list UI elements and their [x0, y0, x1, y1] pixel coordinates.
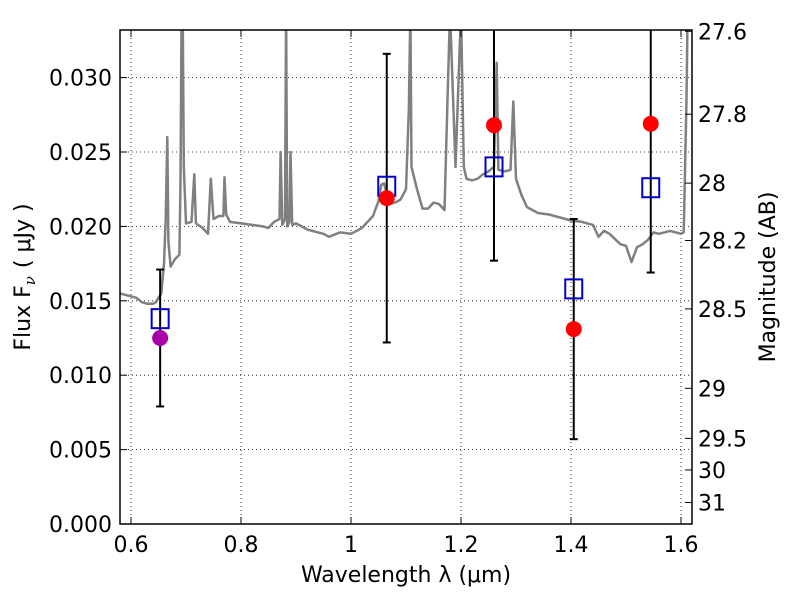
model-square-marker	[564, 278, 584, 300]
x-tick-label: 0.6	[114, 533, 149, 558]
x-tick-label: 1.2	[444, 533, 479, 558]
spectrum-line	[120, 30, 689, 306]
y-tick-label: 0.000	[49, 513, 112, 538]
y2-tick-label: 27.6	[698, 20, 747, 45]
plot-frame	[119, 29, 693, 525]
x-tick-label: 1.6	[664, 533, 699, 558]
model-square-marker	[484, 156, 504, 178]
y-axis-label: Flux Fν( μJy )	[11, 203, 39, 350]
model-square-marker	[641, 177, 661, 199]
y2-axis-label: Magnitude (AB)	[756, 192, 781, 363]
y-tick-label: 0.030	[49, 67, 112, 92]
y2-tick-label: 30	[698, 459, 726, 484]
x-axis-label: Wavelength λ (μm)	[301, 563, 511, 588]
model-square-marker	[150, 308, 170, 330]
y2-tick-label: 29	[698, 377, 726, 402]
grid	[120, 30, 692, 525]
y2-tick-label: 28.5	[698, 298, 747, 323]
observed-point-marker	[642, 115, 659, 132]
x-tick-label: 1.4	[554, 533, 589, 558]
y-tick-label: 0.025	[49, 141, 112, 166]
y-tick-label: 0.015	[49, 290, 112, 315]
observed-point-marker	[152, 330, 169, 347]
observed-point-marker	[486, 117, 502, 134]
y2-tick-label: 28.2	[698, 229, 747, 254]
y-tick-label: 0.020	[49, 215, 112, 240]
x-tick-label: 1	[344, 533, 358, 558]
observed-point-marker	[565, 321, 582, 338]
y2-tick-label: 29.5	[698, 427, 747, 452]
y2-tick-label: 28	[698, 172, 726, 197]
ticks: 0.6 0.8 1 1.2 1.4 1.6 0.000 0.005 0.010 0.015 0.02…	[49, 20, 747, 558]
y2-tick-label: 31	[698, 491, 726, 516]
y2-tick-label: 27.8	[698, 103, 747, 128]
observed-point-marker	[378, 190, 395, 207]
y-tick-label: 0.010	[49, 364, 112, 389]
series-layer	[120, 30, 689, 441]
y-tick-label: 0.005	[49, 439, 112, 464]
x-tick-label: 0.8	[224, 533, 259, 558]
